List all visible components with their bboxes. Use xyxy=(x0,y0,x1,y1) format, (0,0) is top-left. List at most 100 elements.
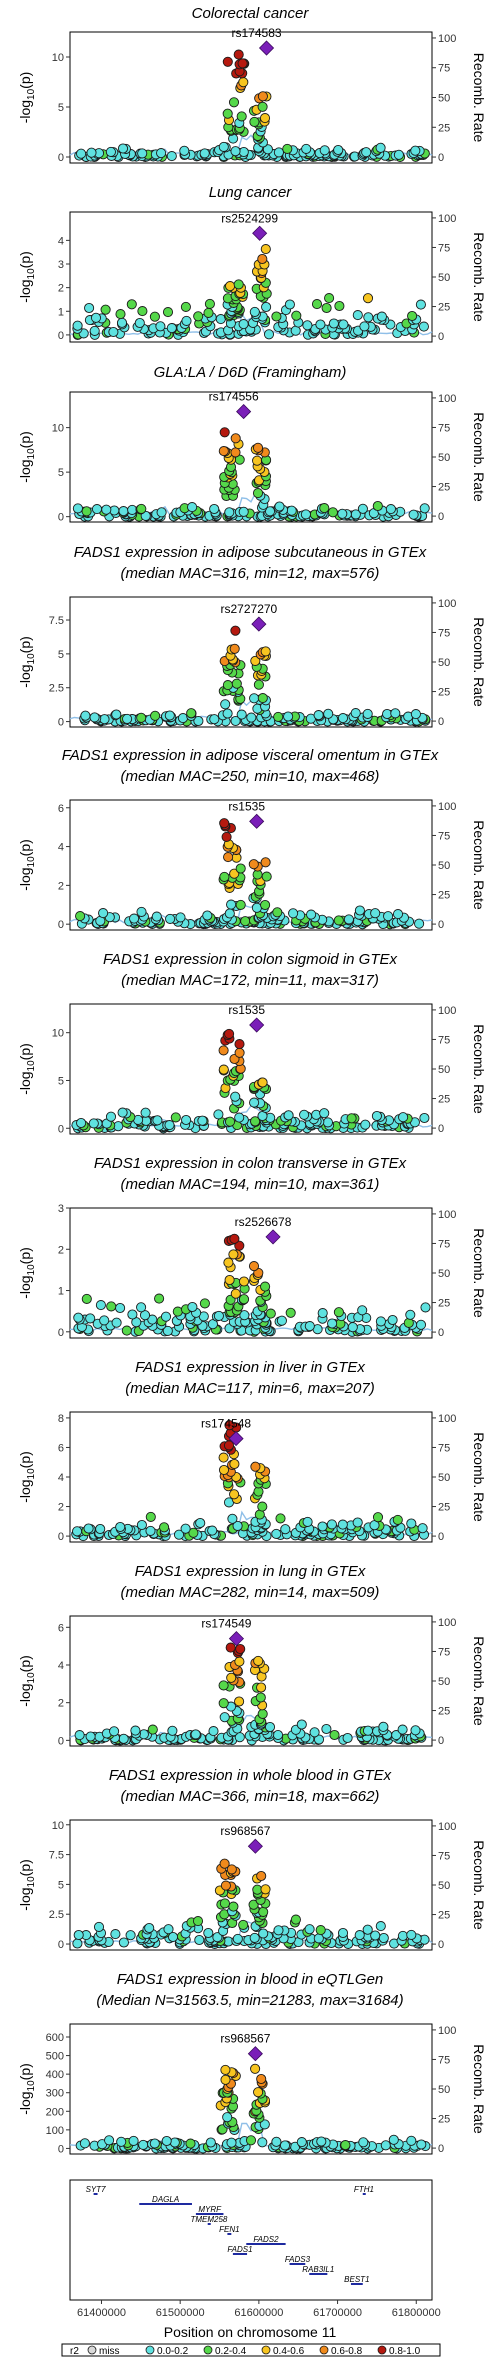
snp-point xyxy=(376,311,387,322)
panel-subtitle: (median MAC=194, min=10, max=361) xyxy=(121,1176,380,1193)
snp-point xyxy=(220,2074,231,2085)
snp-point xyxy=(224,1028,235,1039)
snp-point xyxy=(263,329,275,340)
snp-point xyxy=(218,1452,229,1463)
y-tick-label: 0 xyxy=(58,717,64,729)
snp-point xyxy=(230,1288,241,1299)
snp-point xyxy=(406,2135,417,2146)
snp-point xyxy=(321,1723,332,1735)
snp-point xyxy=(101,504,112,515)
snp-point xyxy=(137,148,148,159)
snp-point xyxy=(317,1308,328,1319)
recomb-tick-label: 0 xyxy=(438,2143,444,2155)
snp-point xyxy=(272,1729,284,1741)
snp-point xyxy=(319,503,330,514)
recomb-axis-label: Recomb. Rate xyxy=(471,1636,487,1726)
snp-point xyxy=(230,433,241,444)
panel-11: FADS1 expression in blood in eQTLGen (Med… xyxy=(17,1971,487,2155)
y-axis-label: -log10(p) xyxy=(17,1451,37,1503)
lead-snp-label: rs174583 xyxy=(232,26,282,40)
legend-key xyxy=(203,2345,213,2355)
snp-point xyxy=(79,2138,90,2149)
snp-point xyxy=(359,321,370,332)
snp-point xyxy=(299,1109,310,1120)
snp-point xyxy=(319,145,330,156)
recomb-tick-label: 75 xyxy=(438,1034,450,1046)
panel-title: FADS1 expression in adipose subcutaneous… xyxy=(74,544,427,561)
snp-point xyxy=(283,711,294,722)
snp-point xyxy=(375,1316,386,1327)
snp-point xyxy=(392,1514,403,1525)
snp-point xyxy=(106,1301,117,1312)
snp-point xyxy=(219,1712,230,1723)
recomb-axis-label: Recomb. Rate xyxy=(471,1228,487,1318)
snp-point xyxy=(125,1930,136,1941)
snp-point xyxy=(415,1319,427,1330)
snp-point xyxy=(111,709,122,720)
snp-point xyxy=(199,1298,210,1309)
snp-point xyxy=(252,488,264,499)
snp-point xyxy=(169,2137,180,2148)
snp-point xyxy=(225,1642,236,1653)
y-tick-label: 2 xyxy=(58,1698,64,1710)
snp-point xyxy=(234,1656,245,1667)
snp-point xyxy=(99,714,110,725)
snp-point xyxy=(274,501,285,512)
recomb-tick-label: 25 xyxy=(438,1706,450,1718)
recomb-tick-label: 50 xyxy=(438,1268,450,1280)
recomb-tick-label: 0 xyxy=(438,511,444,523)
lead-snp-label: rs2727270 xyxy=(221,602,278,616)
snp-point xyxy=(271,1528,282,1539)
y-tick-label: 8 xyxy=(58,1413,64,1425)
lead-snp-marker xyxy=(247,2046,263,2062)
lead-snp-label: rs174549 xyxy=(201,1617,251,1631)
recomb-tick-label: 75 xyxy=(438,2054,450,2066)
snp-point xyxy=(235,899,246,910)
snp-point xyxy=(179,145,190,156)
snp-point xyxy=(85,1731,96,1742)
y-tick-label: 10 xyxy=(52,52,64,64)
snp-point xyxy=(252,455,263,466)
snp-point xyxy=(83,1523,94,1534)
snp-point xyxy=(81,506,92,517)
y-tick-label: 1 xyxy=(58,1286,64,1298)
lead-snp-label: rs2526678 xyxy=(235,1215,292,1229)
lead-snp-label: rs174548 xyxy=(201,1417,251,1431)
y-axis-label: -log10(p) xyxy=(17,2063,37,2115)
x-axis-label: Position on chromosome 11 xyxy=(164,2324,337,2340)
snp-point xyxy=(226,2137,237,2148)
snp-point xyxy=(151,911,162,922)
snp-point xyxy=(115,309,126,320)
snp-point xyxy=(284,299,295,310)
snp-point xyxy=(72,320,83,331)
snp-point xyxy=(162,307,174,318)
snp-point xyxy=(227,1513,238,1524)
snp-point xyxy=(138,2139,149,2150)
snp-point xyxy=(234,1047,245,1058)
y-tick-label: 2.5 xyxy=(49,683,64,695)
snp-point xyxy=(260,244,271,255)
recomb-tick-label: 25 xyxy=(438,1910,450,1922)
snp-point xyxy=(222,108,233,119)
snp-point xyxy=(324,293,335,304)
recomb-tick-label: 100 xyxy=(438,1005,456,1017)
snp-point xyxy=(362,1924,373,1935)
snp-point xyxy=(218,1045,229,1056)
lead-snp-marker xyxy=(236,404,252,420)
recomb-tick-label: 100 xyxy=(438,1821,456,1833)
recomb-tick-label: 100 xyxy=(438,213,456,225)
snp-point xyxy=(140,1107,151,1118)
recomb-axis-label: Recomb. Rate xyxy=(471,1024,487,1114)
lead-snp-marker xyxy=(258,40,275,56)
snp-point xyxy=(222,680,233,691)
panel-title: Lung cancer xyxy=(209,184,293,201)
snp-point xyxy=(280,1524,291,1535)
snp-point xyxy=(257,91,268,102)
y-tick-label: 400 xyxy=(46,2069,64,2081)
snp-point xyxy=(410,1725,421,1736)
snp-point xyxy=(304,1924,315,1935)
y-tick-label: 4 xyxy=(58,1660,64,1672)
snp-point xyxy=(90,312,102,323)
snp-point xyxy=(235,1643,246,1655)
panel-title: FADS1 expression in lung in GTEx xyxy=(135,1563,366,1580)
